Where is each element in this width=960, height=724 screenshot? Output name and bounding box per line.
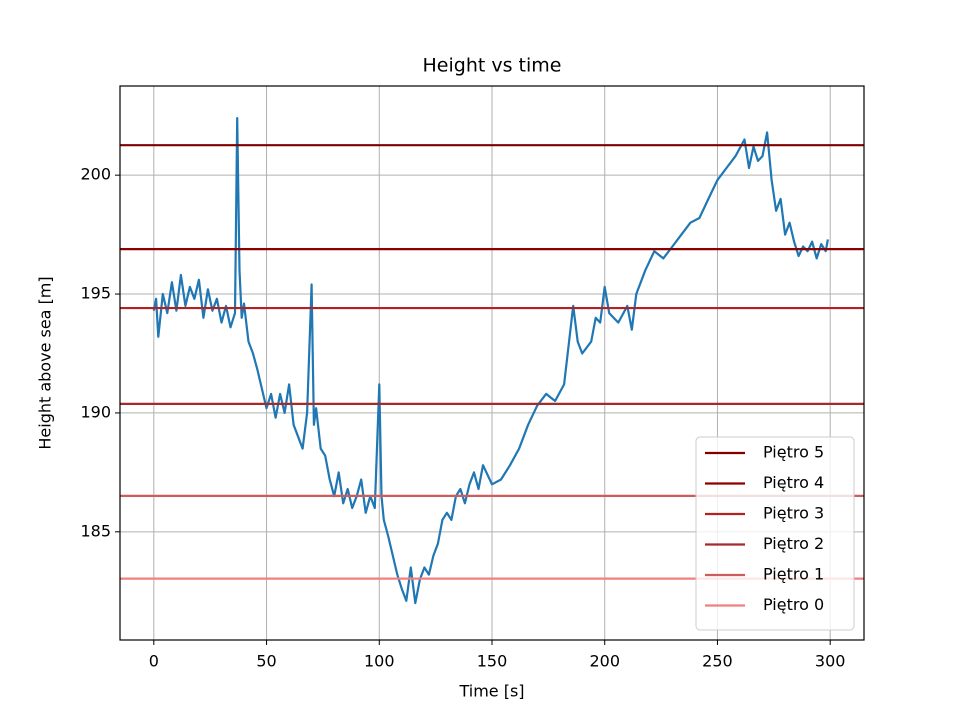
legend: Piętro 5 Piętro 4 Piętro 3 Piętro 2 Piętro 1… (695, 436, 855, 631)
chart-title: Height vs time (423, 55, 562, 77)
legend-label: Piętro 4 (763, 473, 824, 492)
legend-label: Piętro 0 (763, 595, 824, 614)
x-tick-label: 100 (364, 652, 395, 671)
y-axis-label: Height above sea [m] (36, 276, 55, 449)
plot-frame (119, 85, 865, 641)
legend-label: Piętro 5 (763, 443, 824, 462)
x-tick-label: 150 (477, 652, 508, 671)
y-tick-label: 190 (80, 402, 111, 421)
legend-label: Piętro 1 (763, 565, 824, 584)
legend-label: Piętro 3 (763, 504, 824, 523)
x-tick-label: 50 (256, 652, 276, 671)
x-tick-label: 250 (702, 652, 733, 671)
x-axis-label: Time [s] (458, 682, 524, 701)
x-tick-label: 200 (589, 652, 620, 671)
y-tick-label: 195 (80, 284, 111, 303)
data-line (152, 117, 829, 605)
legend-frame (695, 436, 855, 631)
y-tick-label: 200 (80, 165, 111, 184)
legend-label: Piętro 2 (763, 534, 824, 553)
y-tick-label: 185 (80, 521, 111, 540)
x-tick-label: 0 (149, 652, 159, 671)
x-tick-label: 300 (815, 652, 846, 671)
